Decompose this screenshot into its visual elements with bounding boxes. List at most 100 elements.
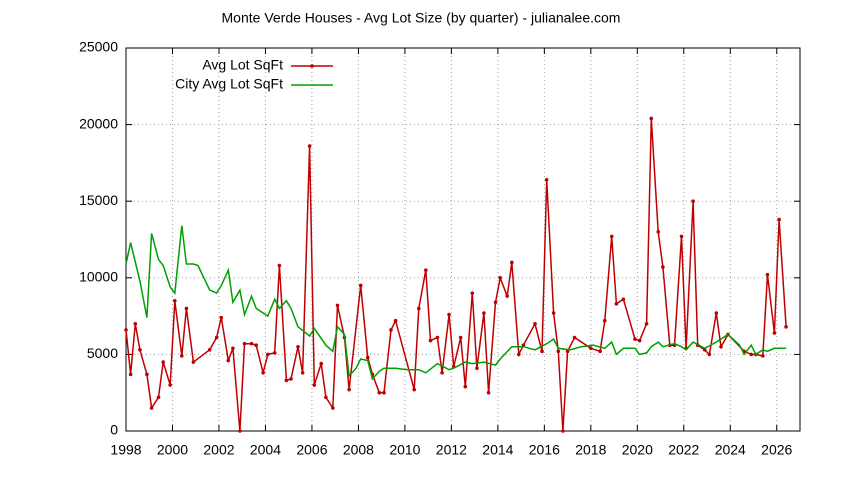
- legend-marker: [310, 64, 314, 68]
- data-point: [777, 217, 781, 222]
- data-point: [702, 348, 707, 352]
- x-tick-label: 2006: [296, 442, 327, 458]
- x-tick-label: 2022: [668, 442, 699, 458]
- data-point: [533, 321, 537, 326]
- x-tick-label: 2026: [761, 442, 792, 458]
- x-tick-label: 2010: [389, 442, 420, 458]
- data-point: [498, 276, 502, 280]
- x-tick-label: 2012: [436, 442, 467, 458]
- data-point: [424, 268, 428, 272]
- y-tick-label: 15000: [79, 192, 118, 208]
- data-point: [335, 303, 340, 308]
- chart-title: Monte Verde Houses - Avg Lot Size (by qu…: [222, 10, 621, 26]
- data-point: [749, 352, 753, 357]
- data-point: [358, 283, 363, 288]
- data-point: [510, 260, 514, 265]
- data-point: [435, 335, 440, 340]
- data-point: [475, 366, 479, 370]
- data-point: [277, 263, 282, 268]
- legend-label: City Avg Lot SqFt: [175, 76, 283, 92]
- data-point: [265, 352, 270, 357]
- data-point: [551, 311, 556, 315]
- data-point: [124, 328, 128, 332]
- data-point: [191, 360, 196, 364]
- data-point: [656, 230, 661, 234]
- data-point: [482, 311, 486, 315]
- data-point: [516, 352, 521, 357]
- data-point: [598, 349, 602, 354]
- data-point: [161, 360, 165, 364]
- data-point: [168, 383, 172, 387]
- x-tick-label: 2018: [575, 442, 606, 458]
- x-tick-label: 2024: [715, 442, 746, 458]
- data-point: [382, 390, 386, 395]
- data-point: [561, 429, 565, 433]
- data-point: [389, 328, 393, 332]
- data-point: [133, 321, 138, 326]
- data-point: [679, 234, 684, 239]
- data-point: [637, 338, 642, 343]
- x-tick-label: 2020: [622, 442, 653, 458]
- x-tick-label: 2002: [203, 442, 234, 458]
- data-point: [556, 349, 561, 354]
- data-point: [231, 346, 235, 351]
- data-point: [226, 358, 231, 363]
- data-point: [284, 378, 289, 383]
- data-point: [493, 300, 498, 305]
- series-line: [125, 225, 787, 381]
- data-point: [714, 311, 719, 315]
- data-point: [707, 352, 712, 357]
- data-point: [249, 341, 254, 346]
- data-point: [565, 349, 570, 354]
- x-tick-label: 2008: [343, 442, 374, 458]
- data-point: [417, 306, 421, 311]
- data-point: [184, 306, 189, 311]
- data-point: [331, 406, 335, 410]
- x-tick-label: 2000: [157, 442, 188, 458]
- data-point: [602, 318, 607, 323]
- data-point: [145, 372, 149, 377]
- data-point: [300, 370, 305, 375]
- plot-frame: [125, 47, 801, 432]
- data-point: [377, 390, 382, 395]
- data-point: [179, 354, 184, 358]
- data-point: [719, 344, 723, 349]
- y-tick-label: 5000: [87, 345, 118, 361]
- data-point: [649, 116, 654, 121]
- data-point: [173, 298, 177, 303]
- data-point: [307, 144, 312, 148]
- data-point: [393, 318, 398, 323]
- data-point: [365, 355, 370, 360]
- series-line: [125, 118, 787, 432]
- data-point: [661, 265, 665, 269]
- x-tick-label: 1998: [110, 442, 141, 458]
- data-point: [644, 321, 649, 326]
- y-tick-label: 0: [110, 422, 118, 438]
- data-point: [633, 337, 637, 341]
- data-point: [272, 351, 277, 355]
- data-point: [463, 384, 468, 389]
- data-point: [347, 387, 351, 392]
- data-point: [458, 335, 463, 340]
- data-point: [621, 297, 626, 302]
- data-point: [242, 341, 247, 346]
- data-point: [156, 395, 161, 400]
- data-point: [219, 315, 224, 320]
- x-tick-label: 2014: [482, 442, 513, 458]
- data-point: [540, 349, 544, 354]
- data-point: [238, 429, 242, 433]
- data-point: [324, 395, 328, 400]
- data-point: [486, 390, 491, 395]
- data-point: [128, 372, 133, 377]
- y-tick-label: 25000: [79, 39, 118, 55]
- data-point: [412, 387, 416, 392]
- data-point: [765, 272, 770, 277]
- data-point: [470, 291, 475, 295]
- data-point: [138, 348, 142, 352]
- x-tick-label: 2004: [250, 442, 281, 458]
- data-point: [447, 312, 451, 317]
- data-point: [207, 348, 212, 352]
- data-point: [440, 370, 444, 375]
- data-point: [614, 302, 619, 306]
